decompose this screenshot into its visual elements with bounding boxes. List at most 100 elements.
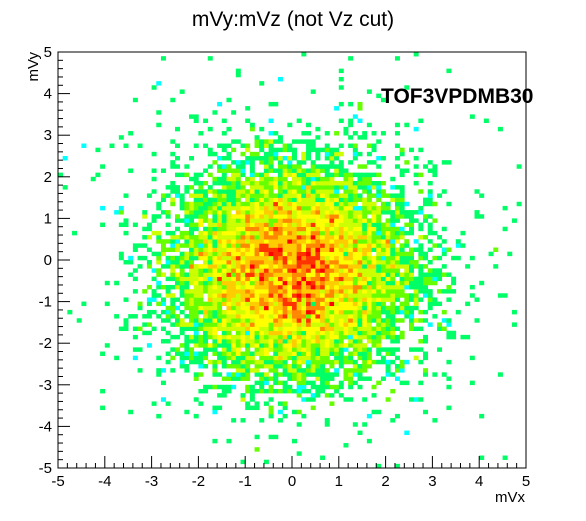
heatmap-bin xyxy=(366,201,372,207)
heatmap-bin xyxy=(217,168,223,173)
heatmap-bin xyxy=(366,305,372,311)
heatmap-bin xyxy=(259,351,265,356)
heatmap-bin xyxy=(277,380,283,386)
heatmap-bin xyxy=(203,330,209,336)
heatmap-bin xyxy=(338,339,344,344)
heatmap-bin xyxy=(263,334,269,340)
heatmap-bin xyxy=(371,260,377,265)
heatmap-bin xyxy=(371,218,377,223)
heatmap-bin xyxy=(362,214,368,219)
heatmap-bin xyxy=(366,247,372,252)
heatmap-bin xyxy=(380,156,386,161)
heatmap-bin xyxy=(404,297,410,302)
heatmap-bin xyxy=(245,364,251,369)
heatmap-bin xyxy=(334,284,340,290)
heatmap-bin xyxy=(324,197,330,203)
heatmap-bin xyxy=(296,222,302,228)
heatmap-bin xyxy=(371,293,377,298)
heatmap-bin xyxy=(320,185,326,190)
heatmap-bin xyxy=(371,276,377,282)
heatmap-bin xyxy=(156,110,162,115)
heatmap-bin xyxy=(432,297,438,302)
heatmap-bin xyxy=(221,180,227,186)
heatmap-bin xyxy=(203,289,209,294)
heatmap-bin xyxy=(324,305,330,311)
heatmap-bin xyxy=(263,189,269,194)
heatmap-bin xyxy=(357,284,363,290)
heatmap-bin xyxy=(324,189,330,194)
heatmap-bin xyxy=(310,289,316,294)
heatmap-bin xyxy=(306,218,312,223)
heatmap-bin xyxy=(268,101,274,107)
heatmap-bin xyxy=(235,372,241,377)
heatmap-bin xyxy=(268,334,274,340)
heatmap-bin xyxy=(231,372,237,377)
heatmap-bin xyxy=(423,409,429,415)
heatmap-bin xyxy=(226,247,232,252)
heatmap-bin xyxy=(245,343,251,348)
heatmap-bin xyxy=(282,368,288,373)
heatmap-bin xyxy=(306,151,312,157)
y-tick-label: 4 xyxy=(44,86,52,103)
heatmap-bin xyxy=(263,180,269,186)
heatmap-bin xyxy=(357,239,363,244)
heatmap-bin xyxy=(221,355,227,361)
heatmap-bin xyxy=(189,226,195,232)
heatmap-bin xyxy=(296,422,302,427)
heatmap-bin xyxy=(352,172,358,178)
heatmap-bin xyxy=(320,351,326,356)
heatmap-bin xyxy=(231,418,237,423)
heatmap-bin xyxy=(268,197,274,203)
heatmap-bin xyxy=(306,322,312,327)
heatmap-bin xyxy=(343,214,349,219)
heatmap-bin xyxy=(320,359,326,365)
heatmap-bin xyxy=(254,364,260,369)
heatmap-bin xyxy=(324,322,330,327)
heatmap-bin xyxy=(254,314,260,319)
heatmap-bin xyxy=(90,176,96,182)
heatmap-bin xyxy=(371,264,377,269)
heatmap-bin xyxy=(338,218,344,223)
heatmap-bin xyxy=(207,289,213,294)
heatmap-bin xyxy=(418,235,424,240)
heatmap-bin xyxy=(306,172,312,178)
heatmap-bin xyxy=(179,351,185,356)
heatmap-bin xyxy=(399,264,405,269)
heatmap-bin xyxy=(404,276,410,282)
heatmap-bin xyxy=(193,251,199,257)
heatmap-bin xyxy=(352,422,358,427)
heatmap-bin xyxy=(254,222,260,228)
heatmap-bin xyxy=(268,413,274,419)
heatmap-bin xyxy=(254,218,260,223)
heatmap-bin xyxy=(441,318,447,323)
heatmap-bin xyxy=(277,180,283,186)
heatmap-bin xyxy=(310,172,316,178)
heatmap-bin xyxy=(362,314,368,319)
heatmap-bin xyxy=(380,230,386,236)
heatmap-bin xyxy=(259,210,265,215)
heatmap-bin xyxy=(362,176,368,182)
heatmap-bin xyxy=(338,297,344,302)
heatmap-bin xyxy=(366,151,372,157)
heatmap-bin xyxy=(259,309,265,315)
heatmap-bin xyxy=(212,339,218,344)
heatmap-bin xyxy=(306,156,312,161)
heatmap-bin xyxy=(324,355,330,361)
heatmap-bin xyxy=(296,235,302,240)
heatmap-bin xyxy=(249,122,255,128)
heatmap-bin xyxy=(306,255,312,261)
heatmap-bin xyxy=(418,205,424,211)
heatmap-bin xyxy=(376,226,382,232)
heatmap-bin xyxy=(249,205,255,211)
heatmap-bin xyxy=(348,284,354,290)
heatmap-bin xyxy=(259,314,265,319)
heatmap-bin xyxy=(310,139,316,144)
heatmap-bin xyxy=(287,193,293,198)
heatmap-bin xyxy=(343,222,349,228)
heatmap-bin xyxy=(301,309,307,315)
heatmap-bin xyxy=(292,364,297,369)
heatmap-bin xyxy=(404,168,410,173)
heatmap-bin xyxy=(362,235,368,240)
heatmap-bin xyxy=(399,147,405,153)
heatmap-bin xyxy=(268,164,274,169)
